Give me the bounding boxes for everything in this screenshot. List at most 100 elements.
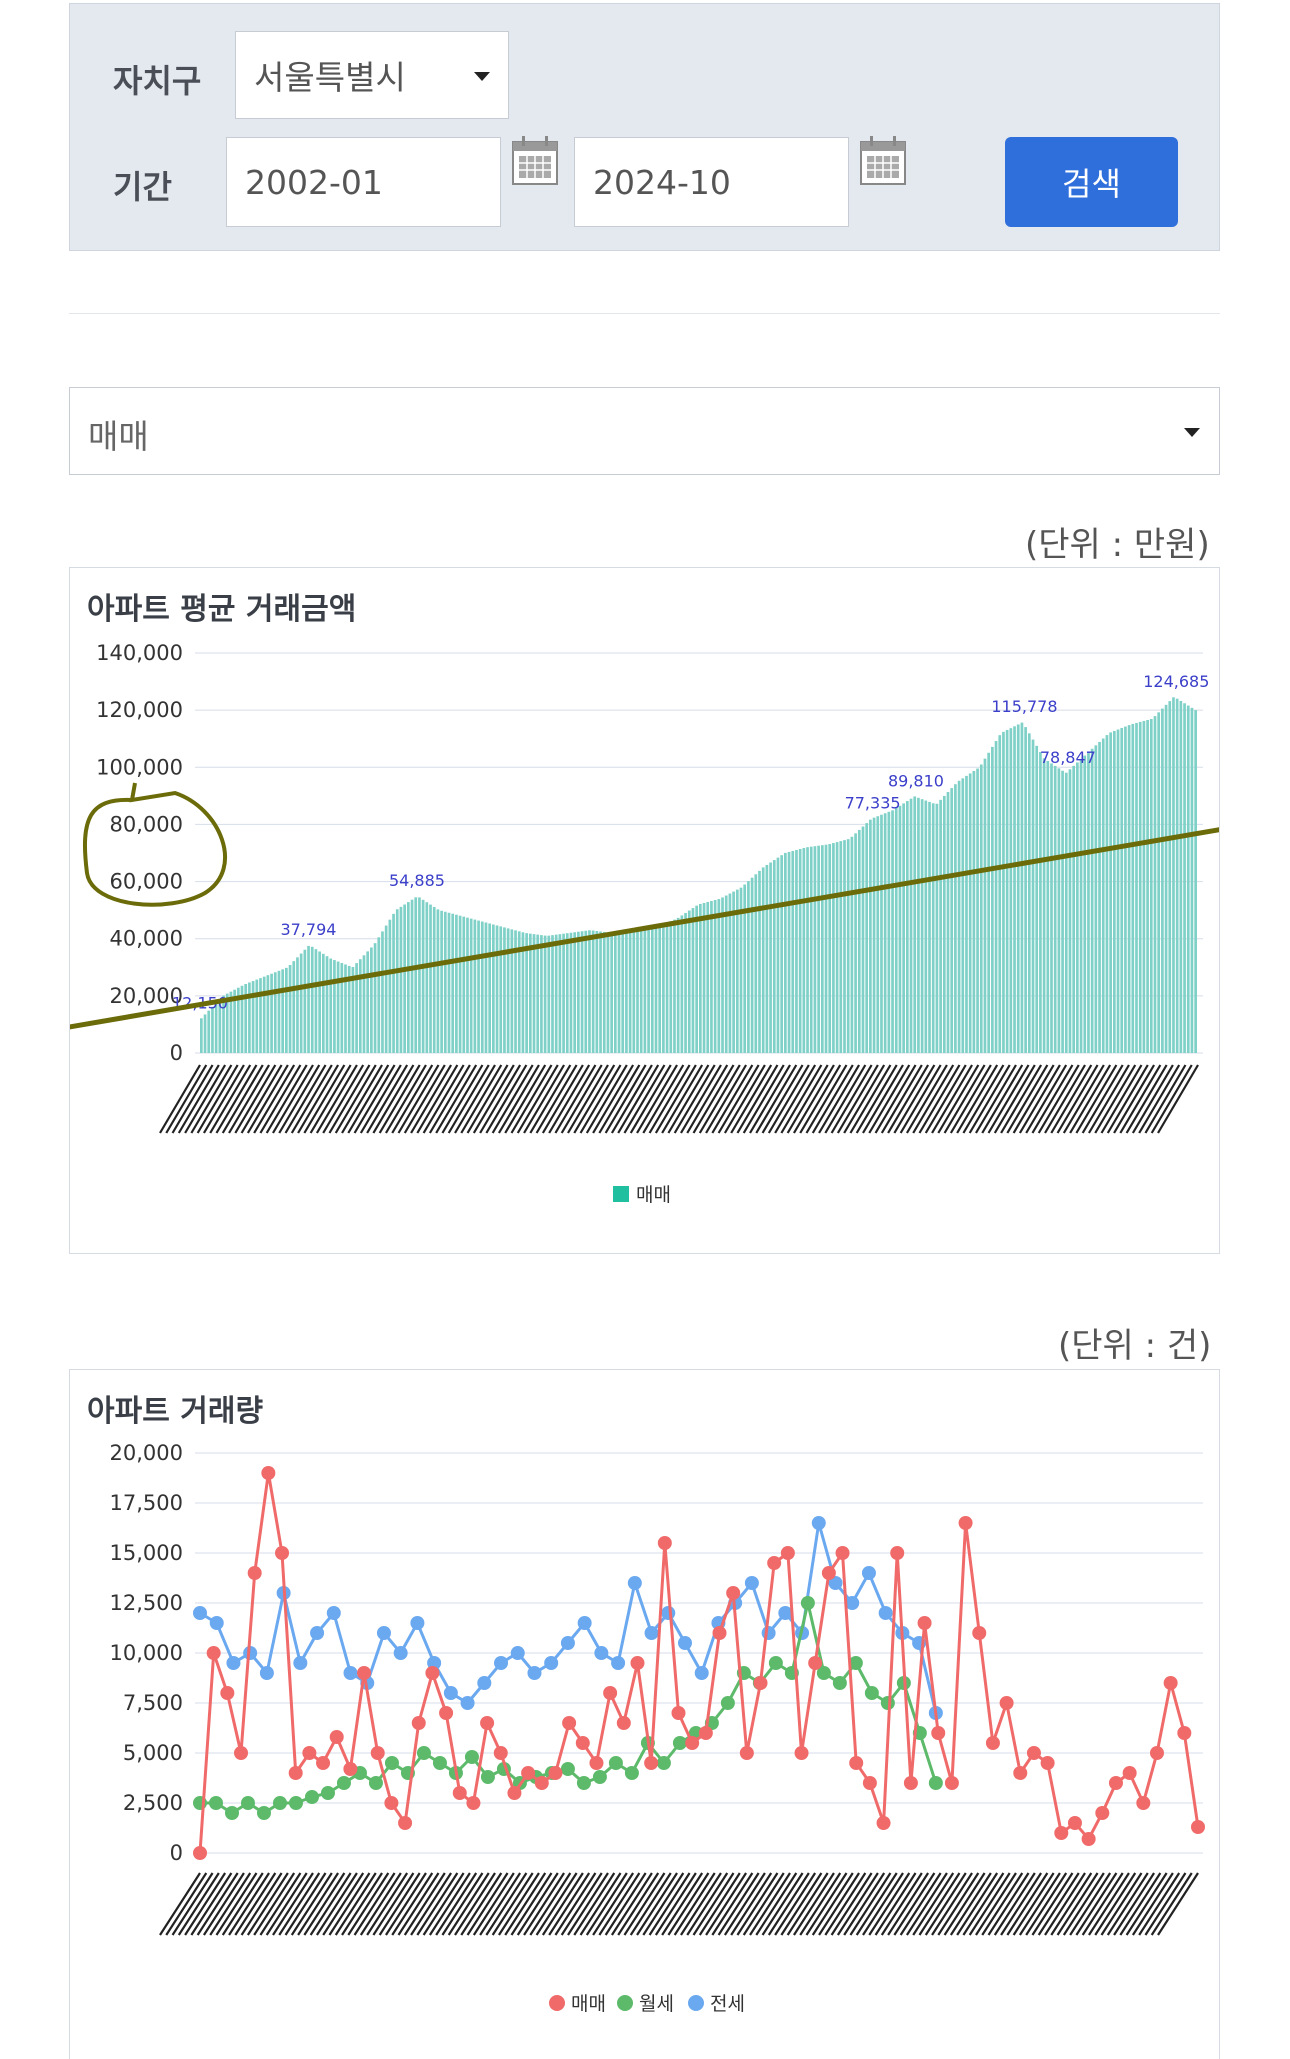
data-point: [393, 1646, 408, 1660]
x-tick-label: [1113, 1064, 1156, 1134]
calendar-icon[interactable]: [859, 134, 907, 186]
x-tick-label: [906, 1872, 948, 1936]
data-point: [494, 1656, 509, 1670]
bar: [1076, 762, 1079, 1053]
bar: [1098, 741, 1101, 1053]
bar: [606, 932, 610, 1053]
bar: [321, 953, 325, 1053]
bar: [809, 846, 813, 1053]
x-tick-label: [774, 1872, 817, 1936]
data-point: [224, 1806, 239, 1820]
bar: [684, 912, 687, 1053]
data-point: [521, 1766, 536, 1780]
bar: [358, 959, 362, 1053]
district-select[interactable]: 서울특별시: [235, 31, 509, 119]
bar: [584, 930, 588, 1053]
bar: [1027, 733, 1031, 1053]
chevron-down-icon: [474, 72, 490, 81]
bar: [451, 913, 455, 1053]
x-tick-label: [1157, 1064, 1199, 1134]
bar: [591, 930, 595, 1053]
calendar-icon[interactable]: [511, 134, 559, 186]
bar: [503, 927, 506, 1053]
bar: [732, 891, 735, 1053]
x-tick-label: [673, 1064, 716, 1134]
data-point: [712, 1626, 727, 1640]
bar: [421, 899, 425, 1053]
start-date-input[interactable]: 2002-01: [226, 137, 501, 227]
x-tick-label: [347, 1064, 390, 1134]
data-point: [466, 1796, 481, 1810]
bar: [687, 910, 691, 1053]
x-tick-label: [1012, 1064, 1055, 1134]
bar: [344, 964, 347, 1053]
x-tick-label: [548, 1064, 591, 1134]
bar: [1035, 745, 1039, 1053]
end-date-input[interactable]: 2024-10: [574, 137, 849, 227]
bar: [525, 933, 528, 1053]
x-tick-label: [234, 1064, 277, 1134]
x-tick-label: [968, 1064, 1011, 1134]
x-tick-label: [711, 1872, 754, 1936]
search-button[interactable]: 검색: [1005, 137, 1178, 227]
x-tick-label: [780, 1872, 823, 1936]
data-point: [357, 1666, 372, 1680]
x-tick-label: [573, 1872, 616, 1936]
bar: [1053, 765, 1057, 1053]
bar: [203, 1014, 207, 1053]
x-tick-label: [228, 1872, 270, 1936]
x-tick-label: [705, 1872, 747, 1936]
bar: [843, 840, 846, 1053]
x-tick-label: [177, 1064, 220, 1134]
volume-chart-svg: 20,000 17,500 15,000 12,500 10,000 7,500 5,000…: [110, 1441, 1205, 2015]
bar: [410, 899, 414, 1053]
bar: [835, 842, 839, 1053]
bar: [1009, 728, 1013, 1053]
x-tick-label: [529, 1872, 572, 1936]
price-unit-label: (단위 : 만원): [1025, 525, 1210, 565]
bar: [436, 909, 440, 1053]
y-tick-label: 5,000: [123, 1741, 183, 1765]
y-tick-label: 17,500: [110, 1491, 183, 1515]
bar: [355, 963, 358, 1053]
bar: [869, 819, 872, 1053]
x-tick-label: [479, 1064, 522, 1134]
bar: [939, 799, 942, 1053]
bar: [200, 1018, 203, 1053]
bar: [865, 823, 869, 1053]
x-tick-label: [993, 1064, 1036, 1134]
x-tick-label: [1056, 1064, 1099, 1134]
bar: [403, 904, 406, 1053]
data-point: [329, 1730, 344, 1744]
bar: [588, 930, 591, 1053]
bar: [972, 771, 976, 1053]
x-tick-label: [1131, 1872, 1174, 1936]
bar: [998, 735, 1002, 1053]
data-point: [972, 1626, 987, 1640]
x-tick-label: [1025, 1872, 1068, 1936]
bar: [1050, 763, 1053, 1053]
x-tick-label: [1138, 1064, 1181, 1134]
x-tick-label: [585, 1872, 628, 1936]
x-tick-label: [391, 1064, 434, 1134]
x-tick-label: [504, 1064, 547, 1134]
bar: [222, 995, 225, 1053]
data-point: [304, 1790, 319, 1804]
bar: [1083, 755, 1087, 1053]
bar: [406, 902, 410, 1053]
data-point: [808, 1656, 823, 1670]
bar: [613, 932, 617, 1053]
x-tick-label: [1094, 1872, 1137, 1936]
x-tick-label: [862, 1064, 904, 1134]
x-tick-label: [165, 1872, 208, 1936]
bar: [577, 931, 580, 1053]
legend-swatch: [688, 1995, 704, 2011]
bar: [743, 884, 747, 1053]
bar: [599, 931, 602, 1053]
bar: [861, 826, 865, 1053]
x-tick-label: [887, 1872, 930, 1936]
bar: [1161, 708, 1164, 1053]
trade-type-select[interactable]: 매매: [69, 387, 1220, 475]
y-tick-label: 0: [170, 1841, 183, 1865]
bar: [691, 908, 695, 1053]
